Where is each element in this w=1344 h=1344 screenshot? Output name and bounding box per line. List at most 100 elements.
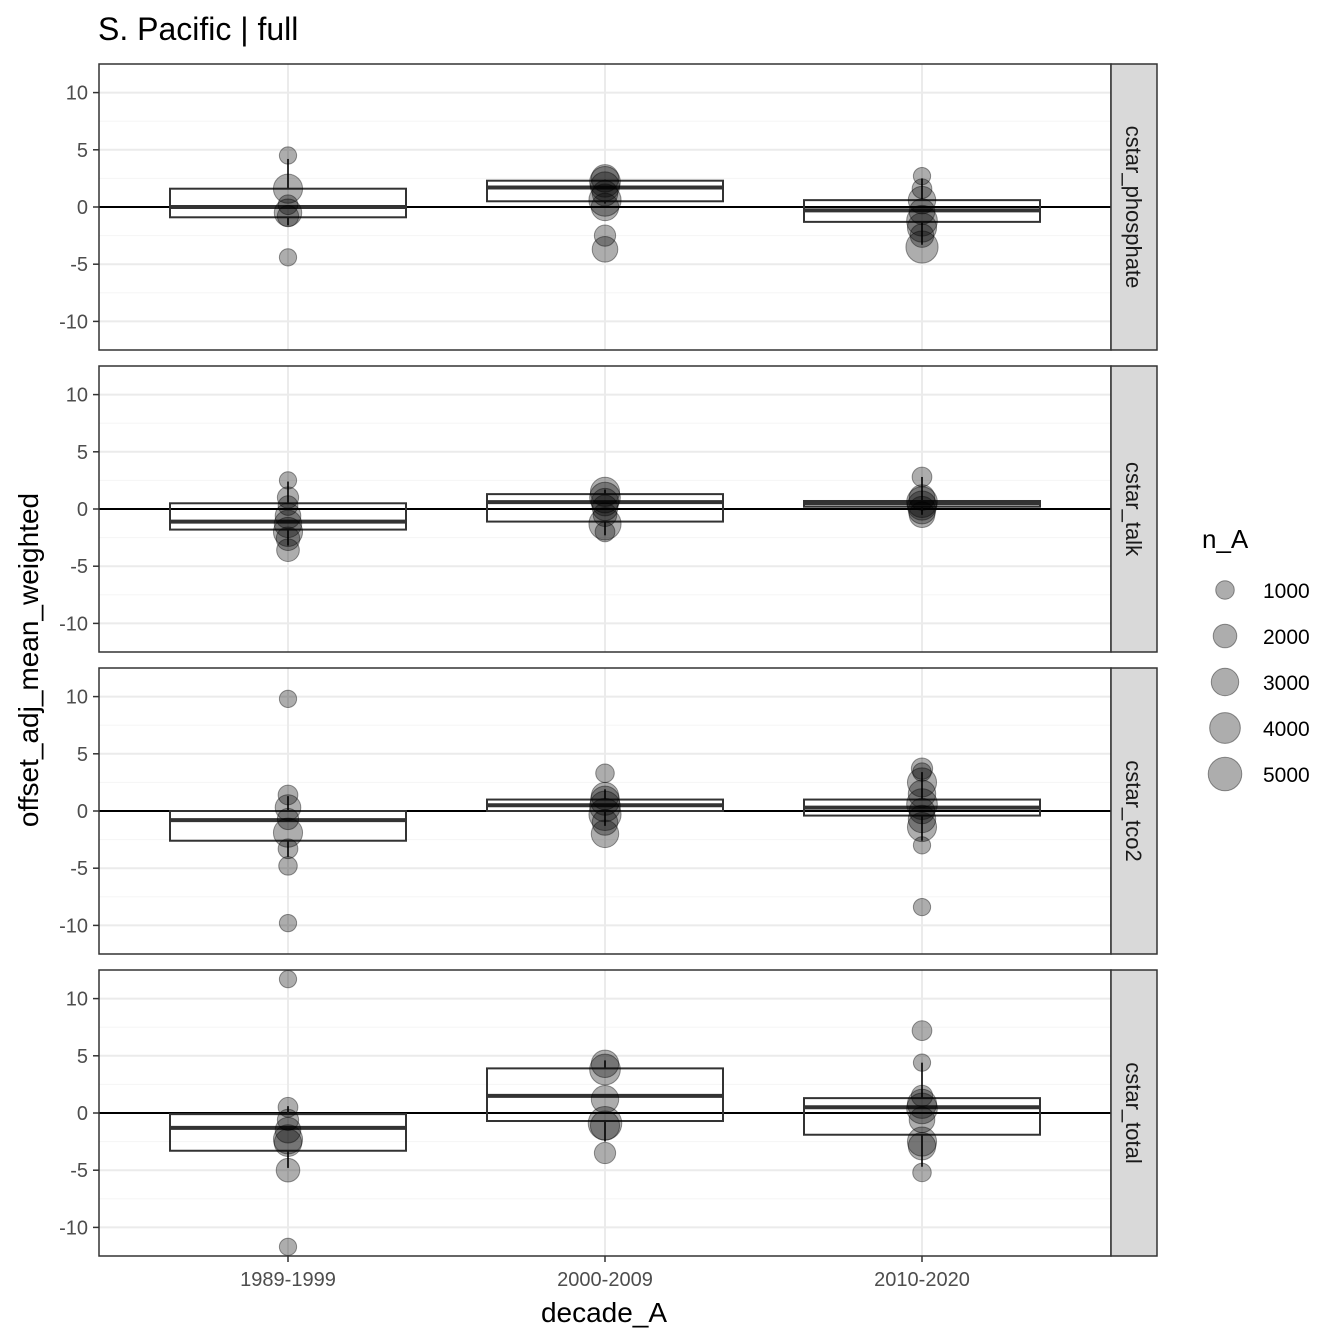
data-point (909, 223, 935, 248)
y-tick-label: 0 (77, 197, 88, 219)
facet-panels: cstar_phosphate -10 -5 0 5 10 cstar_talk -10 -5 0… (59, 63, 1158, 1257)
x-tick-label: 1989-1999 (240, 1269, 336, 1291)
data-point (278, 856, 298, 876)
data-point (590, 1049, 620, 1079)
data-point (274, 1116, 302, 1144)
facet-strip (1110, 969, 1158, 1257)
data-point (591, 236, 619, 263)
legend-key-circle (1209, 712, 1241, 744)
data-point (594, 521, 616, 543)
box-iqr (169, 1113, 407, 1152)
data-point (906, 486, 938, 518)
data-point (595, 763, 615, 784)
data-point (907, 779, 937, 809)
data-point (587, 1106, 623, 1141)
data-point (588, 797, 622, 832)
data-point (911, 1020, 933, 1041)
y-tick-label: -10 (59, 1217, 88, 1239)
y-tick-label: -5 (70, 254, 88, 276)
data-point (589, 790, 621, 823)
data-point (906, 767, 938, 798)
data-point (590, 164, 620, 193)
data-point (589, 165, 621, 198)
data-point (272, 817, 304, 848)
data-point (277, 784, 299, 806)
data-point (912, 1053, 932, 1072)
data-point (277, 194, 299, 216)
y-tick-label: -5 (70, 858, 88, 880)
legend-key-label: 5000 (1263, 764, 1310, 787)
data-point (274, 794, 302, 821)
data-point (593, 224, 617, 247)
data-point (905, 230, 939, 264)
data-point (272, 516, 304, 547)
data-point (274, 502, 302, 530)
data-point (906, 1092, 938, 1125)
data-point (589, 481, 621, 514)
y-tick-label: 0 (77, 499, 88, 521)
data-point (588, 183, 622, 217)
data-point (276, 538, 300, 563)
y-tick-label: -10 (59, 311, 88, 333)
y-tick-label: 10 (66, 989, 88, 1011)
y-tick-label: 10 (66, 385, 88, 407)
data-point (590, 487, 620, 517)
data-point (278, 471, 298, 490)
boxplot-1989-1999 (169, 481, 407, 546)
data-point (908, 198, 936, 225)
data-point (590, 819, 620, 849)
data-point (589, 785, 621, 816)
facet-strip (1110, 365, 1158, 653)
box-iqr (169, 187, 407, 219)
y-axis-title: offset_adj_mean_weighted (13, 493, 44, 827)
box-iqr (803, 1097, 1041, 1136)
x-tick-label: 2000-2009 (557, 1269, 653, 1291)
legend-title: n_A (1202, 524, 1249, 554)
data-point (911, 178, 933, 200)
y-tick-label: 10 (66, 687, 88, 709)
data-point (277, 838, 299, 860)
y-tick-label: -5 (70, 556, 88, 578)
y-tick-label: 10 (66, 83, 88, 105)
data-point (910, 757, 934, 780)
data-point (276, 205, 300, 228)
data-point (906, 1126, 938, 1157)
data-point (588, 507, 622, 541)
facet-panel-cstar_phosphate: cstar_phosphate -10 -5 0 5 10 (59, 63, 1158, 351)
y-tick-label: 0 (77, 801, 88, 823)
y-tick-label: 5 (77, 140, 88, 162)
boxplot-2010-2020 (803, 178, 1041, 245)
data-point (908, 501, 936, 529)
data-point (906, 212, 938, 243)
facet-strip-label: cstar_talk (1121, 462, 1146, 557)
data-point (592, 502, 618, 528)
boxplot-2000-2009 (486, 789, 724, 826)
data-point (906, 811, 938, 843)
data-point (908, 1106, 936, 1134)
data-point (590, 1085, 620, 1114)
data-point (275, 526, 301, 552)
boxplot-2010-2020 (803, 476, 1041, 515)
data-point (907, 1131, 937, 1161)
data-point (591, 494, 619, 522)
data-point (273, 198, 303, 227)
boxplot-1989-1999 (169, 796, 407, 857)
data-point (278, 970, 298, 989)
legend-key-circle (1210, 667, 1240, 697)
facet-strip-label: cstar_total (1121, 1062, 1146, 1164)
legend-key-circle (1212, 623, 1238, 649)
data-point (908, 484, 936, 511)
boxplot-2000-2009 (486, 489, 724, 536)
boxplot-1989-1999 (169, 1106, 407, 1168)
data-point (590, 192, 620, 222)
data-point (277, 495, 299, 516)
data-point (912, 836, 932, 855)
data-point (908, 797, 936, 825)
data-point (589, 476, 621, 507)
boxplot-2010-2020 (803, 772, 1041, 841)
box-iqr (486, 493, 724, 523)
data-point (272, 1124, 304, 1155)
y-tick-label: 5 (77, 1046, 88, 1068)
data-point (906, 204, 938, 237)
